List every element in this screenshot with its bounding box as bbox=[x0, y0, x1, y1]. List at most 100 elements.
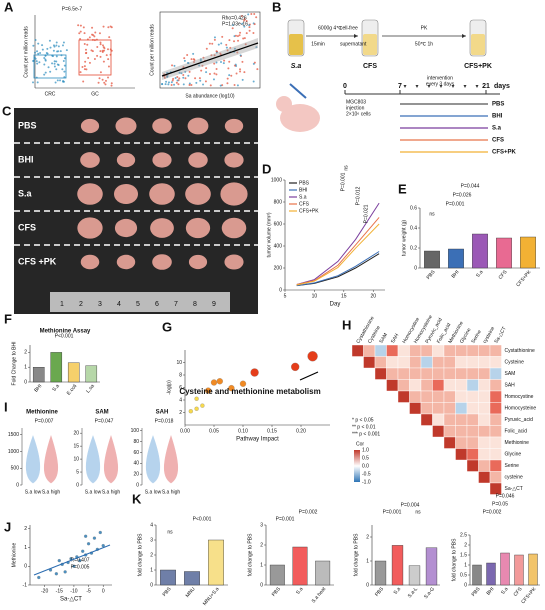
dot bbox=[225, 43, 228, 46]
panel-letter: B bbox=[272, 0, 281, 14]
dot bbox=[99, 55, 102, 58]
dot bbox=[212, 78, 215, 81]
heat-cell bbox=[455, 344, 468, 357]
dot bbox=[210, 54, 213, 57]
dot bbox=[62, 41, 65, 44]
tumor bbox=[185, 183, 211, 205]
dot bbox=[213, 36, 216, 39]
dot bbox=[195, 81, 198, 84]
dot bbox=[213, 72, 216, 75]
dot bbox=[35, 60, 38, 63]
tumor bbox=[221, 217, 247, 239]
dot bbox=[188, 82, 191, 85]
dot bbox=[166, 75, 169, 78]
ruler-number: 4 bbox=[117, 301, 121, 308]
point bbox=[188, 409, 193, 414]
dot bbox=[84, 52, 87, 55]
dot bbox=[183, 57, 186, 60]
dot bbox=[226, 77, 229, 80]
y-tick-label: 0 bbox=[279, 287, 282, 293]
mouse bbox=[280, 104, 320, 132]
x-tick-label: BHI bbox=[33, 383, 43, 393]
heat-cell bbox=[489, 344, 502, 357]
label: 7 bbox=[398, 83, 402, 90]
dot bbox=[59, 79, 62, 82]
dot bbox=[188, 70, 191, 73]
row-label: Glycine bbox=[505, 452, 522, 458]
label: -1.0 bbox=[362, 479, 371, 485]
heat-cell bbox=[466, 356, 479, 369]
legend-label: *** p < 0.001 bbox=[352, 431, 380, 437]
tube-liquid bbox=[363, 34, 377, 55]
annotation: ns bbox=[415, 509, 421, 515]
point bbox=[194, 396, 199, 401]
dot bbox=[41, 48, 44, 51]
panel-title: SAM bbox=[95, 410, 108, 416]
axis-title: fold change to PBS bbox=[451, 538, 457, 581]
y-tick-label: 0 bbox=[76, 482, 79, 488]
x-tick-label: S.a bbox=[51, 383, 61, 393]
legend-label: * p < 0.05 bbox=[352, 417, 374, 423]
label: S.a low bbox=[25, 489, 42, 495]
tumor bbox=[152, 118, 172, 134]
x-tick-label: E.coli bbox=[66, 383, 78, 396]
dot bbox=[99, 41, 102, 44]
legend-label: CFS+PK bbox=[299, 208, 319, 214]
dot bbox=[105, 54, 108, 57]
dot bbox=[96, 54, 99, 57]
dot bbox=[63, 70, 66, 73]
heat-cell bbox=[489, 356, 502, 369]
dot bbox=[236, 35, 239, 38]
heat-cell bbox=[397, 356, 410, 369]
tumor bbox=[188, 152, 208, 168]
heat-cell bbox=[455, 448, 468, 461]
y-tick-label: 1000 bbox=[8, 449, 19, 455]
dot bbox=[233, 40, 236, 43]
violin bbox=[25, 435, 41, 484]
dot bbox=[173, 64, 176, 67]
col-label: SAM bbox=[378, 332, 389, 344]
dot bbox=[61, 68, 64, 71]
point bbox=[92, 536, 97, 540]
dot bbox=[57, 45, 60, 48]
axis-title: Methionine bbox=[11, 543, 17, 568]
legend-label: S.a bbox=[299, 194, 307, 200]
annotation: P=0.05 bbox=[492, 501, 508, 507]
dot bbox=[170, 81, 173, 84]
dot bbox=[208, 73, 211, 76]
dot bbox=[103, 47, 106, 50]
dot bbox=[84, 48, 87, 51]
y-tick-label: 400 bbox=[274, 243, 283, 249]
heat-cell bbox=[351, 344, 364, 357]
heat-cell bbox=[409, 344, 422, 357]
point bbox=[216, 378, 223, 385]
y-tick-label: 600 bbox=[274, 221, 283, 227]
x-tick-label: S.a-L bbox=[407, 586, 419, 599]
line bbox=[296, 251, 380, 287]
dot bbox=[255, 16, 258, 19]
tube-liquid bbox=[471, 34, 485, 55]
dot bbox=[97, 81, 100, 84]
heat-cell bbox=[478, 367, 491, 380]
arrow-down bbox=[475, 85, 479, 88]
tumor bbox=[188, 254, 208, 270]
dot bbox=[202, 56, 205, 59]
dot bbox=[233, 47, 236, 50]
heat-cell bbox=[489, 425, 502, 438]
row-label: cysteine bbox=[505, 475, 524, 481]
heat-cell bbox=[443, 356, 456, 369]
point bbox=[205, 387, 212, 394]
y-tick-label: 2 bbox=[24, 526, 27, 532]
legend-label: CFS+PK bbox=[492, 150, 517, 156]
heat-cell bbox=[409, 356, 422, 369]
heat-cell bbox=[489, 390, 502, 403]
label: Count per million reads bbox=[149, 24, 155, 76]
heat-cell bbox=[420, 413, 433, 426]
panel-letter: C bbox=[2, 103, 12, 118]
dot bbox=[83, 68, 86, 71]
dot bbox=[43, 57, 46, 60]
panel-title: SAH bbox=[156, 410, 169, 416]
dot bbox=[199, 59, 202, 62]
x-tick-label: S.a bbox=[475, 269, 485, 279]
heat-cell bbox=[478, 448, 491, 461]
